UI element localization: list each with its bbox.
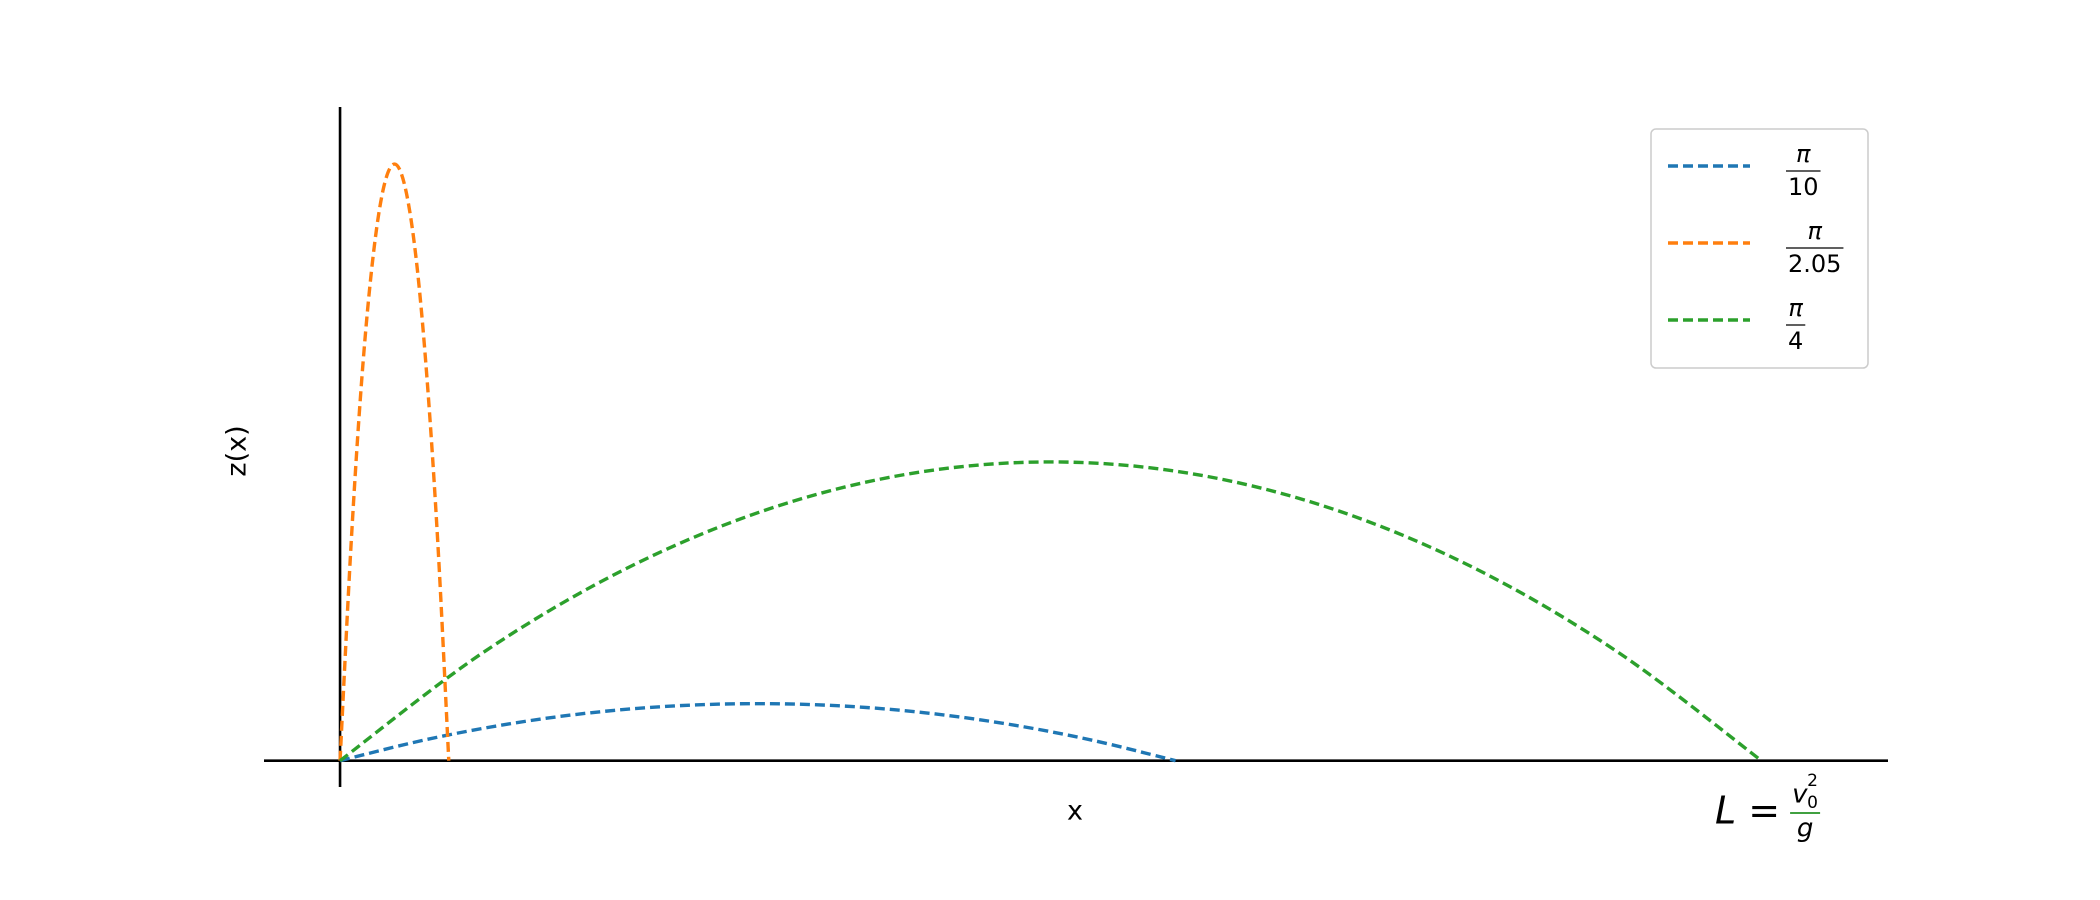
legend-denominator: 4 [1788, 327, 1803, 355]
annotation-lhs: L = [1715, 789, 1780, 833]
legend-box [1650, 128, 1869, 369]
legend-numerator: π [1807, 217, 1822, 245]
trajectory-line [339, 460, 1763, 763]
annotation-denominator: g [1797, 814, 1814, 844]
legend-denominator: 10 [1788, 173, 1819, 201]
trajectory-line [339, 701, 1176, 763]
legend: π 10 π 2.05 π 4 [1650, 128, 1869, 369]
y-axis-label: z(x) [222, 425, 253, 476]
x-axis-label: x [1067, 796, 1083, 827]
annotation-numerator: v [1792, 780, 1808, 810]
annotation-subscript: 0 [1807, 793, 1818, 813]
trajectory-line [338, 162, 451, 761]
legend-numerator: π [1796, 140, 1811, 168]
annotation: L = v 20g [1715, 771, 1821, 844]
annotation-superscript: 2 [1807, 771, 1818, 791]
legend-denominator: 2.05 [1788, 250, 1841, 278]
legend-numerator: π [1788, 294, 1803, 322]
